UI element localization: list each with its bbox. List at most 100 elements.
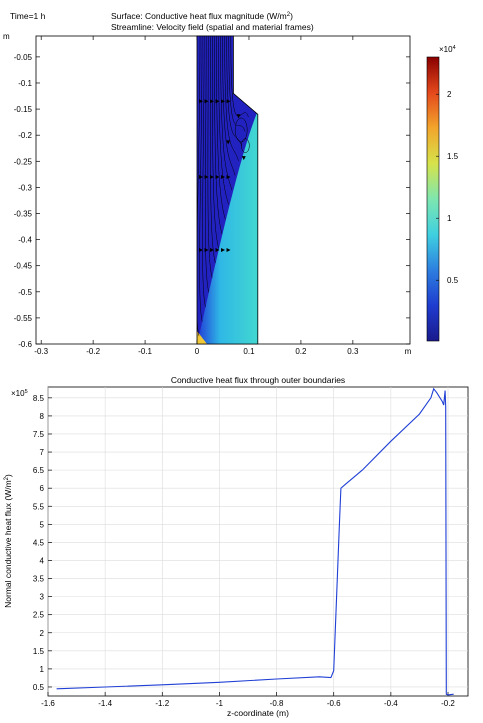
y-tick-label: 8 [40, 412, 45, 421]
velocity-arrow [221, 248, 226, 253]
line-xlabel: z-coordinate (m) [227, 708, 289, 718]
line-ylabel-prefix: Normal conductive heat flux (W/m [3, 480, 13, 608]
streamline [222, 36, 236, 176]
colorbar-multiplier: ×104 [439, 45, 456, 54]
y-tick-label: -0.6 [18, 340, 32, 349]
velocity-arrow [221, 174, 226, 179]
hot-spot-corner [197, 330, 208, 344]
x-tick-label: 0.1 [243, 347, 255, 356]
high-flux-plume [199, 106, 258, 344]
line-grid [47, 387, 468, 696]
colorbar: ×104 2 1.5 1 0.5 [426, 45, 459, 342]
y-tick-label: 6.5 [33, 466, 45, 475]
streamline [199, 36, 203, 322]
velocity-arrow [199, 174, 204, 179]
x-tick-label: -1.2 [155, 699, 169, 708]
y-tick-label: 3.5 [33, 575, 45, 584]
velocity-arrow [199, 99, 204, 104]
line-plot-frame [47, 386, 469, 697]
streamline [226, 36, 242, 147]
streamline [205, 36, 210, 293]
x-tick-label: -1 [216, 699, 224, 708]
y-tick-label: -0.05 [14, 53, 33, 62]
x-tick-label: -0.2 [441, 699, 455, 708]
y-tick-label: 2.5 [33, 611, 45, 620]
eddy-streamline [234, 117, 248, 143]
y-unit-label: m [3, 32, 10, 41]
velocity-arrow [226, 140, 231, 145]
velocity-arrow [204, 174, 209, 179]
domain-outline [196, 35, 259, 345]
streamline [202, 36, 206, 308]
velocity-arrow [215, 99, 220, 104]
x-tick-label: 0.3 [347, 347, 359, 356]
velocity-arrow [241, 156, 246, 161]
line-ylabel-exp: 2 [4, 476, 10, 480]
y-tick-label: -0.2 [18, 131, 32, 140]
y-tick-label: 6 [40, 484, 45, 493]
velocity-arrow [215, 174, 220, 179]
colorbar-tick-label: 2 [447, 90, 452, 99]
line-title: Conductive heat flux through outer bound… [171, 375, 345, 385]
x-tick-label: -0.3 [34, 347, 48, 356]
streamline [218, 36, 229, 205]
colorbar-tick-label: 1.5 [447, 152, 459, 161]
y-tick-label: -0.3 [18, 183, 32, 192]
velocity-arrow [226, 248, 231, 253]
x-tick-label: -1.4 [98, 699, 112, 708]
line-multiplier-base: ×10 [11, 389, 25, 398]
y-tick-label: 2 [40, 629, 45, 638]
streamline [224, 36, 239, 161]
streamline [209, 36, 216, 264]
y-tick-label: -0.5 [18, 288, 32, 297]
velocity-arrow [215, 248, 220, 253]
surface-title-exp: 2 [287, 12, 291, 18]
line-plot: Conductive heat flux through outer bound… [3, 375, 469, 718]
y-tick-label: 5.5 [33, 502, 45, 511]
velocity-arrow [210, 99, 215, 104]
streamline [207, 36, 213, 278]
y-tick-label: -0.25 [14, 157, 33, 166]
surface-title-prefix: Surface: Conductive heat flux magnitude … [111, 11, 287, 21]
y-tick-label: 4 [40, 556, 45, 565]
x-tick-label: -0.6 [327, 699, 341, 708]
surface-subtitle: Streamline: Velocity field (spatial and … [111, 22, 314, 32]
streamline [214, 36, 223, 234]
series-line [56, 387, 454, 696]
colorbar-tick-label: 1 [447, 214, 452, 223]
y-tick-label: 7 [40, 448, 45, 457]
y-tick-label: -0.1 [18, 79, 32, 88]
y-tick-label: -0.15 [14, 105, 33, 114]
streamline [216, 36, 226, 220]
x-tick-label: -0.4 [384, 699, 398, 708]
surface-title: Surface: Conductive heat flux magnitude … [111, 11, 293, 21]
velocity-arrow [236, 114, 241, 119]
x-tick-label: -0.8 [270, 699, 284, 708]
velocity-arrow [210, 248, 215, 253]
colorbar-tick-label: 0.5 [447, 276, 459, 285]
y-tick-label: -0.35 [14, 209, 33, 218]
y-tick-label: 4.5 [33, 538, 45, 547]
line-ylabel: Normal conductive heat flux (W/m2) [3, 474, 13, 608]
y-tick-label: 7.5 [33, 430, 45, 439]
x-tick-label: 0.2 [295, 347, 307, 356]
y-tick-label: -0.55 [14, 314, 33, 323]
x-tick-label: 0 [195, 347, 200, 356]
y-tick-label: 1 [40, 665, 45, 674]
time-label: Time=1 h [10, 11, 46, 21]
velocity-arrow [204, 99, 209, 104]
x-tick-label: -0.1 [138, 347, 152, 356]
velocity-arrow [226, 174, 231, 179]
velocity-arrow [204, 248, 209, 253]
colorbar-multiplier-exp: 4 [453, 45, 456, 51]
y-tick-label: 8.5 [33, 394, 45, 403]
line-ylabel-suffix: ) [3, 474, 13, 477]
streamline [228, 36, 246, 132]
line-multiplier-exp: 5 [25, 389, 28, 395]
velocity-arrow [199, 248, 204, 253]
velocity-arrow [226, 99, 231, 104]
surface-title-suffix: ) [290, 11, 293, 21]
streamline [212, 36, 219, 249]
velocity-arrow [210, 174, 215, 179]
